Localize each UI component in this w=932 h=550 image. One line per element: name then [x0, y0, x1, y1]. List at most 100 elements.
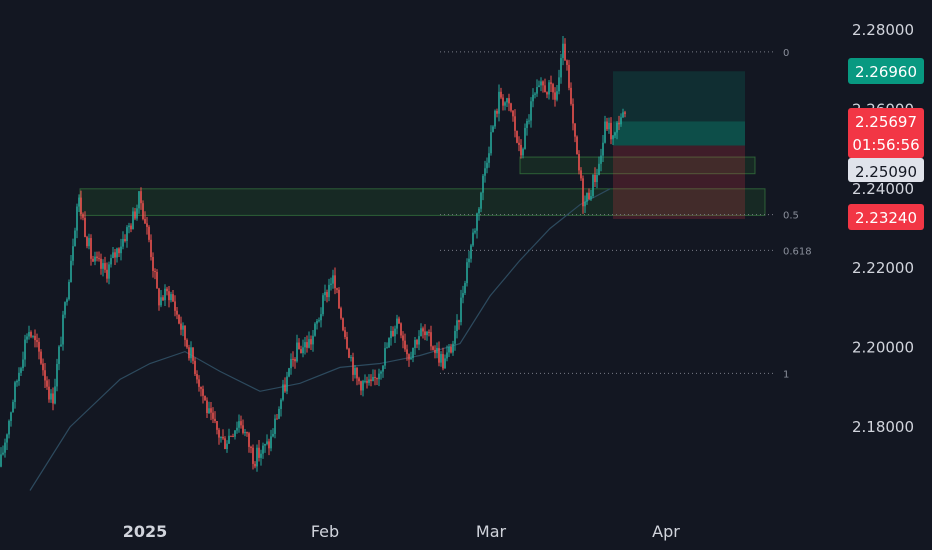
candle: [592, 174, 594, 198]
candle: [296, 334, 298, 363]
candle: [40, 349, 42, 365]
candle: [184, 325, 186, 347]
candle: [390, 326, 392, 346]
candle: [278, 406, 280, 420]
candle: [336, 287, 338, 294]
candle: [60, 336, 62, 347]
stop-zone[interactable]: [613, 145, 745, 219]
candle: [198, 375, 200, 392]
candle: [594, 167, 596, 188]
candle: [466, 258, 468, 287]
candle: [222, 429, 224, 440]
candle: [108, 261, 110, 285]
candle: [614, 131, 616, 139]
candle: [374, 369, 376, 386]
candle: [464, 280, 466, 295]
candle: [338, 287, 340, 309]
candle: [580, 167, 582, 181]
candle: [112, 247, 114, 259]
moving-average-line: [29, 188, 611, 491]
candle: [190, 341, 192, 363]
candle: [480, 191, 482, 213]
zone-rect[interactable]: [79, 188, 766, 216]
candle: [610, 117, 612, 145]
candle: [568, 59, 570, 91]
badge-price-text: 2.26960: [855, 63, 917, 81]
candle: [484, 160, 486, 183]
candle: [72, 238, 74, 266]
candle: [224, 436, 226, 450]
candle: [42, 358, 44, 376]
candle: [122, 231, 124, 250]
candle: [164, 284, 166, 307]
candle: [150, 234, 152, 261]
candle: [188, 344, 190, 361]
candle: [366, 376, 368, 389]
candle: [396, 314, 398, 335]
candle: [616, 121, 618, 140]
candle: [142, 200, 144, 221]
candle: [68, 279, 70, 301]
candle: [76, 203, 78, 239]
candle: [30, 330, 32, 339]
time-axis[interactable]: 2025 Feb Mar Apr: [123, 522, 681, 541]
candle: [578, 150, 580, 175]
candle: [334, 267, 336, 295]
candle: [562, 35, 564, 66]
candle: [58, 345, 60, 371]
candle: [2, 445, 4, 456]
candle: [442, 347, 444, 371]
candle: [52, 387, 54, 411]
candle: [20, 366, 22, 377]
candle: [154, 268, 156, 280]
candle: [598, 156, 600, 176]
candle: [116, 247, 118, 263]
position-tool[interactable]: [613, 71, 745, 219]
candle: [242, 419, 244, 435]
candle: [10, 411, 12, 427]
price-tick-label: 2.20000: [852, 339, 914, 357]
badge-countdown-text: 01:56:56: [852, 136, 919, 154]
candle: [310, 335, 312, 351]
candle: [272, 428, 274, 438]
candle: [294, 357, 296, 369]
candle: [554, 87, 556, 107]
price-axis[interactable]: 2.280002.260002.240002.220002.200002.180…: [852, 21, 914, 436]
candle: [500, 87, 502, 100]
candle: [84, 211, 86, 238]
candle: [560, 53, 562, 84]
candle: [576, 135, 578, 155]
candle: [574, 123, 576, 143]
target-zone[interactable]: [613, 71, 745, 146]
candle: [536, 79, 538, 97]
fib-level-label: 1: [783, 369, 789, 380]
candle: [548, 79, 550, 100]
candle: [624, 110, 626, 118]
candle: [434, 345, 436, 359]
candle: [126, 225, 128, 248]
candle: [274, 414, 276, 439]
candle: [210, 401, 212, 421]
candle: [186, 338, 188, 349]
candle: [292, 351, 294, 367]
candle: [200, 386, 202, 397]
candle: [558, 69, 560, 95]
candles-layer[interactable]: [0, 35, 626, 472]
candle: [96, 251, 98, 262]
candle: [538, 80, 540, 88]
candle: [518, 136, 520, 152]
fibonacci-retracement[interactable]: 0 0.5 0.618 1: [440, 48, 812, 381]
candle: [212, 407, 214, 423]
candle: [258, 439, 260, 462]
candle: [386, 342, 388, 349]
candle: [506, 97, 508, 107]
candle: [104, 256, 106, 273]
candle: [556, 84, 558, 102]
candle: [430, 325, 432, 351]
candle: [552, 82, 554, 100]
candle: [458, 319, 460, 330]
candle: [204, 395, 206, 401]
candle: [12, 399, 14, 413]
badge-price-text: 2.23240: [855, 209, 917, 227]
